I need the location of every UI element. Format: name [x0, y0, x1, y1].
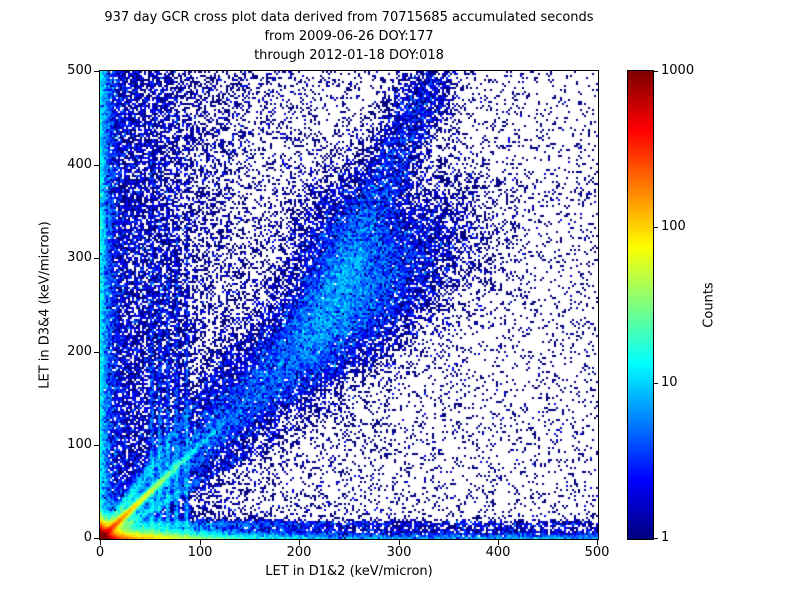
heatmap-canvas — [100, 71, 598, 539]
x-tick-mark — [498, 540, 499, 545]
y-tick-label: 400 — [67, 157, 92, 172]
title-line-1: 937 day GCR cross plot data derived from… — [104, 10, 594, 25]
x-tick-mark — [100, 540, 101, 545]
y-tick-mark — [94, 165, 99, 166]
x-tick-label: 300 — [386, 545, 412, 560]
y-tick-label: 300 — [67, 250, 92, 265]
colorbar-tick-mark — [654, 538, 658, 539]
plot-area — [99, 70, 599, 540]
y-axis-label: LET in D3&4 (keV/micron) — [37, 221, 53, 389]
x-tick-label: 500 — [584, 545, 610, 560]
colorbar-tick-label: 1000 — [661, 63, 695, 78]
y-tick-mark — [94, 445, 99, 446]
y-tick-label: 100 — [67, 437, 92, 452]
x-tick-mark — [299, 540, 300, 545]
y-tick-mark — [94, 71, 99, 72]
colorbar-tick-label: 1 — [661, 530, 670, 545]
colorbar-title: Counts — [701, 282, 717, 328]
y-tick-label: 200 — [67, 344, 92, 359]
colorbar-tick-mark — [654, 383, 658, 384]
title-line-2: from 2009-06-26 DOY:177 — [264, 29, 434, 44]
chart-title: 937 day GCR cross plot data derived from… — [99, 8, 599, 65]
colorbar — [627, 70, 654, 540]
x-tick-mark — [597, 540, 598, 545]
y-tick-mark — [94, 352, 99, 353]
colorbar-tick-label: 100 — [661, 219, 686, 234]
colorbar-tick-mark — [654, 227, 658, 228]
y-tick-label: 500 — [67, 63, 92, 78]
x-axis-label: LET in D1&2 (keV/micron) — [265, 564, 433, 579]
y-tick-mark — [94, 538, 99, 539]
x-tick-label: 400 — [485, 545, 511, 560]
x-tick-mark — [200, 540, 201, 545]
y-tick-label: 0 — [83, 530, 92, 545]
title-line-3: through 2012-01-18 DOY:018 — [254, 48, 444, 63]
x-tick-label: 0 — [95, 545, 105, 560]
colorbar-tick-mark — [654, 71, 658, 72]
colorbar-tick-label: 10 — [661, 375, 678, 390]
x-tick-mark — [399, 540, 400, 545]
y-tick-mark — [94, 258, 99, 259]
colorbar-canvas — [628, 71, 653, 539]
x-tick-label: 100 — [187, 545, 213, 560]
x-tick-label: 200 — [286, 545, 312, 560]
